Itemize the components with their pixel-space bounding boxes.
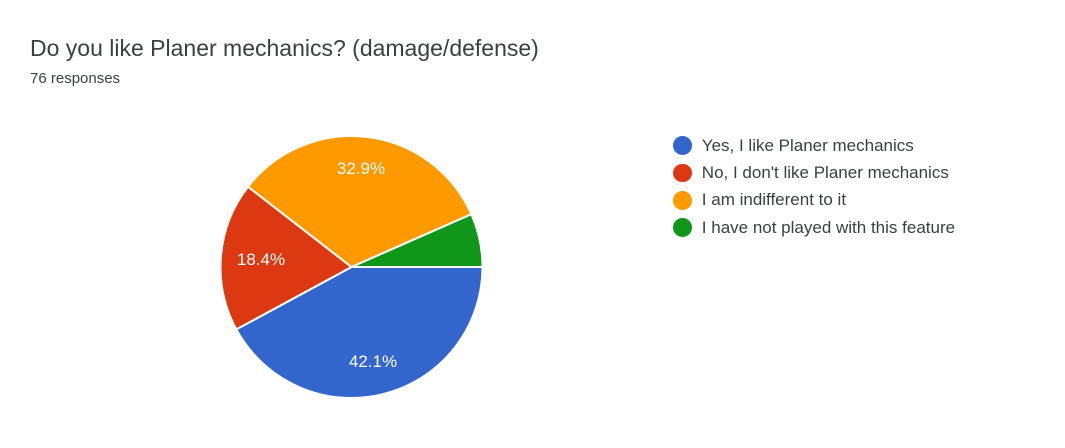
svg-text:42.1%: 42.1%	[349, 352, 397, 371]
svg-text:32.9%: 32.9%	[337, 159, 385, 178]
svg-text:18.4%: 18.4%	[237, 250, 285, 269]
